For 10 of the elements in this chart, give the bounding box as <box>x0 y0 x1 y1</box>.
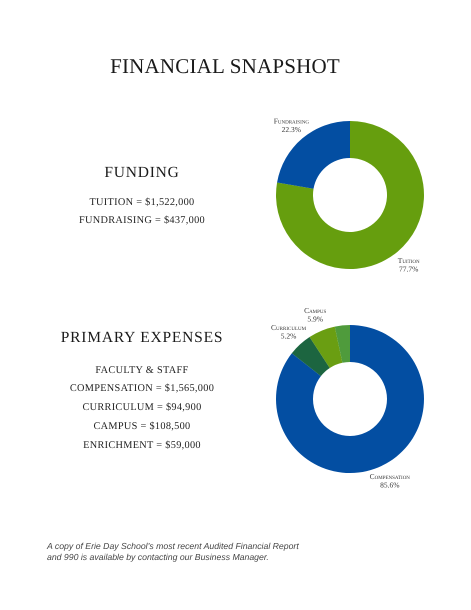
text: FUNDING <box>103 163 181 183</box>
text: CURRICULUM = $94,900 <box>81 401 203 416</box>
text: FUNDRAISING = $437,000 <box>78 214 206 228</box>
text: ENRICHMENT = $59,000 <box>82 438 202 453</box>
text: PRIMARY EXPENSES <box>60 328 224 348</box>
text: TUITION = $1,522,000 <box>88 196 196 210</box>
text: A copy of Erie Day School’s most recent Audited Financial Report and 990 is available by contacting our Business Manager. <box>47 541 300 563</box>
text: FACULTY & STAFF COMPENSATION = $1,565,000 <box>68 364 216 396</box>
text: FINANCIAL SNAPSHOT <box>109 53 341 80</box>
text: CAMPUS = $108,500 <box>92 420 192 434</box>
